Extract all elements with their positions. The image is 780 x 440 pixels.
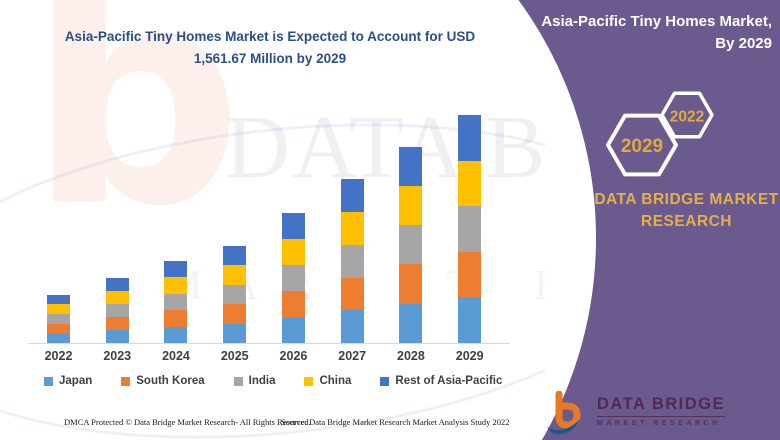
x-axis-label-2028: 2028 — [397, 349, 425, 363]
x-axis-label-2024: 2024 — [162, 349, 190, 363]
segment-india-2023 — [105, 303, 129, 317]
segment-china-2027 — [340, 212, 364, 245]
legend-label: Japan — [59, 375, 93, 387]
segment-rest-of-asia-pacific-2026 — [281, 212, 305, 239]
legend-swatch — [233, 376, 243, 386]
x-axis-label-2027: 2027 — [338, 349, 367, 363]
watermark-logo-b: b — [28, 0, 243, 272]
legend-swatch — [121, 376, 131, 386]
segment-japan-2027 — [340, 310, 364, 343]
segment-south-korea-2022 — [47, 323, 70, 334]
dmca-notice: DMCA Protected © Data Bridge Market Rese… — [64, 417, 311, 427]
legend-item-india: India — [233, 375, 276, 387]
stacked-bar-2025 — [223, 245, 247, 343]
segment-china-2023 — [105, 290, 129, 304]
segment-china-2022 — [47, 304, 70, 315]
source-note: Source: Data Bridge Market Research Mark… — [281, 417, 510, 427]
segment-china-2026 — [281, 238, 305, 265]
stacked-bar-2027 — [340, 179, 364, 343]
stacked-bar-2029 — [458, 115, 482, 343]
segment-rest-of-asia-pacific-2025 — [223, 245, 247, 266]
segment-india-2022 — [47, 314, 70, 324]
segment-rest-of-asia-pacific-2023 — [105, 277, 129, 291]
segment-rest-of-asia-pacific-2024 — [164, 260, 188, 278]
segment-china-2029 — [458, 160, 482, 207]
stacked-bar-2024 — [164, 260, 188, 343]
legend-swatch — [44, 376, 53, 386]
bar-plot — [0, 115, 520, 343]
x-axis-label-2029: 2029 — [455, 349, 484, 363]
legend-label: China — [319, 375, 352, 387]
segment-south-korea-2027 — [340, 277, 364, 311]
segment-japan-2028 — [399, 303, 423, 343]
segment-japan-2025 — [223, 323, 247, 343]
x-axis-line — [28, 343, 510, 344]
segment-india-2029 — [458, 206, 482, 252]
segment-india-2025 — [223, 284, 247, 305]
segment-india-2024 — [164, 293, 188, 311]
segment-india-2027 — [340, 244, 364, 278]
segment-japan-2024 — [164, 326, 188, 343]
segment-rest-of-asia-pacific-2028 — [399, 146, 423, 186]
segment-india-2026 — [281, 264, 305, 291]
legend-item-china: China — [304, 375, 351, 387]
chart-title: Asia-Pacific Tiny Homes Market is Expect… — [64, 29, 476, 66]
segment-rest-of-asia-pacific-2022 — [47, 294, 70, 305]
segment-japan-2026 — [281, 316, 305, 343]
x-axis-label-2022: 2022 — [44, 349, 73, 363]
stacked-bar-2023 — [105, 277, 129, 343]
legend-label: India — [248, 375, 276, 387]
segment-south-korea-2023 — [105, 316, 129, 330]
segment-south-korea-2028 — [399, 264, 423, 304]
x-axis-label-2025: 2025 — [220, 349, 249, 363]
watermark-text-data-bridge: DATA BRIDGE — [225, 98, 545, 197]
segment-rest-of-asia-pacific-2029 — [458, 115, 482, 161]
x-axis-label-2023: 2023 — [103, 349, 132, 363]
segment-china-2028 — [399, 185, 423, 226]
segment-south-korea-2024 — [164, 310, 188, 327]
segment-china-2025 — [223, 265, 247, 285]
segment-india-2028 — [399, 225, 423, 265]
segment-south-korea-2025 — [223, 304, 247, 324]
legend-item-japan: Japan — [44, 375, 92, 387]
legend-label: Rest of Asia-Pacific — [395, 375, 503, 387]
legend-item-south-korea: South Korea — [121, 375, 205, 387]
chart-legend: Japan South Korea India China Rest of Asia-P… — [44, 375, 502, 387]
stacked-bar-2022 — [47, 294, 70, 343]
x-axis-label-2026: 2026 — [279, 349, 308, 363]
legend-swatch — [380, 376, 390, 386]
x-axis-labels: 2022 2023 2024 2025 2026 2027 2028 2029 — [0, 349, 520, 367]
segment-south-korea-2029 — [458, 251, 482, 298]
legend-swatch — [304, 376, 314, 386]
segment-japan-2022 — [47, 333, 70, 343]
segment-south-korea-2026 — [281, 290, 305, 317]
segment-japan-2029 — [458, 297, 482, 343]
segment-china-2024 — [164, 277, 188, 294]
stacked-bar-2026 — [281, 212, 305, 343]
segment-japan-2023 — [105, 329, 129, 343]
legend-item-rest-of-asia-pacific: Rest of Asia-Pacific — [380, 375, 502, 387]
legend-label: South Korea — [136, 375, 205, 387]
stacked-bar-2028 — [399, 146, 423, 343]
segment-rest-of-asia-pacific-2027 — [340, 179, 364, 213]
